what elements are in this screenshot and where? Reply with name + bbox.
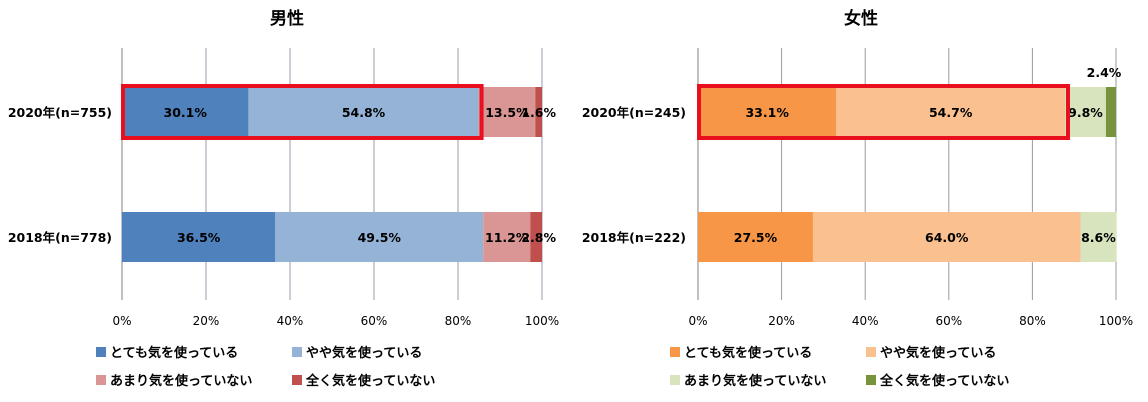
x-tick-label: 80%: [1019, 314, 1046, 328]
x-tick-label: 100%: [1099, 314, 1133, 328]
x-tick-label: 20%: [768, 314, 795, 328]
category-label: 2020年(n=755): [8, 105, 112, 120]
legend-item-female-somewhat: やや気を使っている: [866, 342, 996, 361]
x-tick-label: 100%: [525, 314, 559, 328]
legend-label: あまり気を使っていない: [110, 374, 253, 389]
x-tick-label: 20%: [193, 314, 220, 328]
highlight-box: [121, 84, 484, 140]
legend-item-male-very: とても気を使っている: [96, 342, 238, 361]
legend-swatch: [96, 346, 106, 357]
legend-label: あまり気を使っていない: [684, 374, 827, 389]
data-label: 27.5%: [734, 230, 778, 245]
legend-item-male-notatall: 全く気を使っていない: [292, 370, 435, 389]
data-label: 13.5%: [485, 105, 529, 120]
data-label: 2.8%: [521, 230, 556, 245]
bar-segment: [1065, 87, 1106, 137]
chart-title-male: 男性: [270, 9, 304, 29]
female-chart-panel: 女性 0% 20% 40% 60% 80% 100% 2020年(n=245) 33.1% 54…: [574, 0, 1148, 402]
bar-segment: [530, 212, 542, 262]
x-tick-label: 40%: [277, 314, 304, 328]
x-tick-label: 0%: [112, 314, 131, 328]
legend-label: とても気を使っている: [684, 346, 813, 361]
legend-label: とても気を使っている: [110, 346, 239, 361]
chart-title-female: 女性: [844, 9, 878, 29]
bar-segment: [122, 212, 276, 262]
bar-segment: [812, 212, 1081, 262]
legend-label: 全く気を使っていない: [880, 374, 1010, 389]
legend-swatch: [96, 374, 106, 385]
legend-swatch: [670, 346, 680, 357]
legend-swatch: [670, 374, 680, 385]
legend-item-female-notatall: 全く気を使っていない: [866, 370, 1009, 389]
legend-item-female-notmuch: あまり気を使っていない: [670, 370, 826, 389]
data-label: 54.7%: [929, 105, 973, 120]
bar-segment: [698, 87, 837, 137]
data-label: 54.8%: [342, 105, 386, 120]
category-label: 2018年(n=222): [582, 230, 686, 245]
category-label: 2018年(n=778): [8, 230, 112, 245]
bar-segment: [698, 212, 813, 262]
data-label: 11.2%: [485, 230, 529, 245]
legend-label: やや気を使っている: [306, 346, 423, 361]
x-tick-label: 60%: [361, 314, 388, 328]
x-tick-label: 0%: [688, 314, 707, 328]
legend-label: 全く気を使っていない: [306, 374, 436, 389]
legend-item-male-somewhat: やや気を使っている: [292, 342, 422, 361]
legend-swatch: [866, 346, 876, 357]
data-label: 49.5%: [358, 230, 402, 245]
bar-segment: [1105, 87, 1116, 137]
legend-item-male-notmuch: あまり気を使っていない: [96, 370, 252, 389]
legend-swatch: [866, 374, 876, 385]
data-label: 8.6%: [1081, 230, 1116, 245]
bar-segment: [248, 87, 479, 137]
highlight-box: [697, 84, 1071, 140]
legend-swatch: [292, 374, 302, 385]
legend-label: やや気を使っている: [880, 346, 997, 361]
x-tick-label: 80%: [445, 314, 472, 328]
bar-segment: [122, 87, 249, 137]
female-chart-svg: 0% 20% 40% 60% 80% 100% 2020年(n=245) 33.1% 54.7%…: [582, 48, 1133, 328]
bar-segment: [535, 87, 542, 137]
male-chart-svg: 0% 20% 40% 60% 80% 100% 2020年(n=755) 30.1% 54.8%…: [8, 48, 559, 328]
legend-item-female-very: とても気を使っている: [670, 342, 812, 361]
bar-segment: [836, 87, 1066, 137]
male-chart-panel: 男性 0% 20% 40% 60% 80% 100% 2020年(n=755) 30.1% 54…: [8, 9, 559, 389]
data-label: 33.1%: [745, 105, 789, 120]
x-tick-label: 40%: [852, 314, 879, 328]
data-label: 30.1%: [164, 105, 208, 120]
data-label: 2.4%: [1087, 65, 1122, 80]
bar-segment: [1080, 212, 1117, 262]
data-label: 36.5%: [177, 230, 221, 245]
bar-segment: [478, 87, 536, 137]
category-label: 2020年(n=245): [582, 105, 686, 120]
data-label: 1.6%: [521, 105, 556, 120]
legend-swatch: [292, 346, 302, 357]
bar-segment: [275, 212, 484, 262]
bar-segment: [483, 212, 531, 262]
x-tick-label: 60%: [935, 314, 962, 328]
data-label: 64.0%: [925, 230, 969, 245]
data-label: 9.8%: [1068, 105, 1103, 120]
